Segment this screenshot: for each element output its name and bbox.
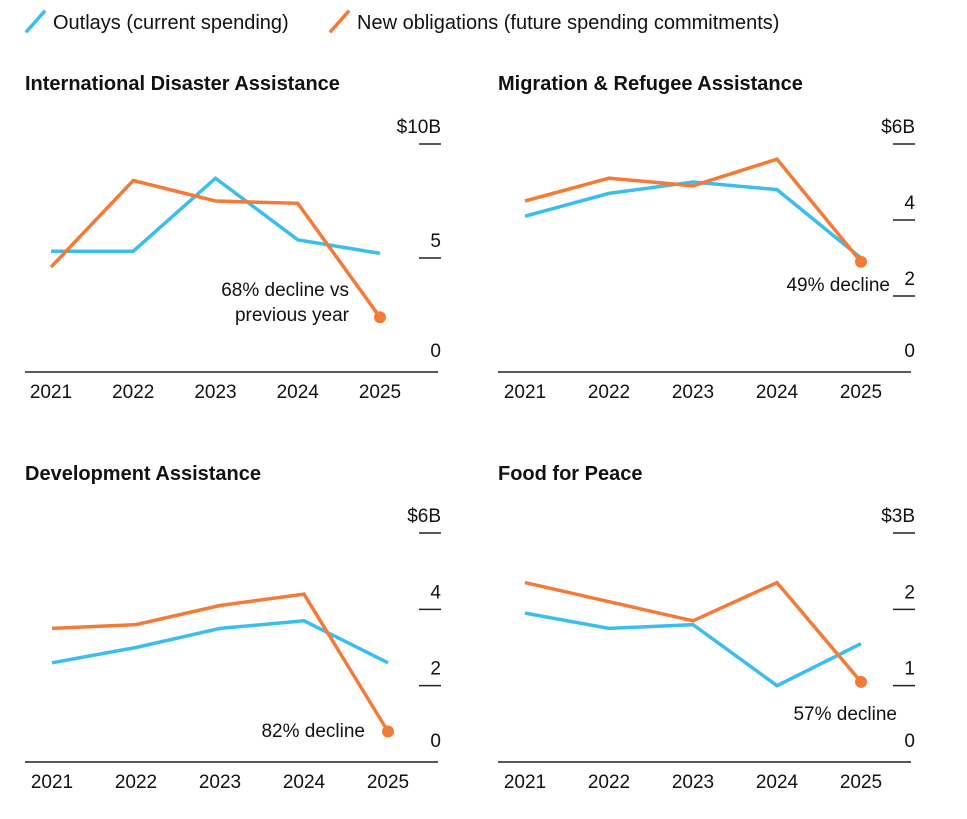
- x-tick-label: 2023: [672, 382, 714, 403]
- y-tick-label: 5: [430, 231, 441, 252]
- panel-title: Development Assistance: [25, 463, 261, 485]
- y-tick-label: 0: [904, 731, 915, 752]
- endpoint-marker: [855, 675, 867, 688]
- y-tick-label: 2: [904, 582, 915, 603]
- panel-food-for-peace: Food for Peace 0 1 2 $3B 2021 2022 2023 2024 2025…: [498, 463, 915, 793]
- legend-swatch-new-obligations: [328, 9, 351, 34]
- y-tick-label: 0: [430, 731, 441, 752]
- x-tick-label: 2023: [199, 772, 241, 793]
- y-tick-label: $3B: [881, 506, 915, 527]
- decline-annotation: 57% decline: [793, 704, 897, 725]
- series-line-new-obligations: [49, 178, 382, 319]
- x-tick-label: 2024: [756, 772, 799, 793]
- x-tick-label: 2021: [31, 772, 73, 793]
- x-tick-label: 2025: [367, 772, 409, 793]
- legend-label-outlays: Outlays (current spending): [53, 12, 289, 34]
- x-tick-label: 2024: [756, 382, 799, 403]
- legend-item-new-obligations: New obligations (future spending commitm…: [328, 9, 779, 34]
- x-tick-label: 2025: [359, 382, 401, 403]
- decline-annotation: 49% decline: [786, 275, 890, 296]
- annotation-line: 49% decline: [786, 275, 890, 296]
- chart-panels: International Disaster Assistance 0 5 $10B 2…: [25, 73, 915, 793]
- x-tick-label: 2021: [30, 382, 72, 403]
- x-tick-label: 2025: [840, 772, 882, 793]
- series-line-outlays: [524, 180, 863, 260]
- y-tick-label: 1: [904, 659, 915, 680]
- x-tick-label: 2021: [504, 772, 546, 793]
- x-tick-label: 2022: [115, 772, 157, 793]
- y-tick-label: 0: [904, 341, 915, 362]
- panel-migration-refugee-assistance: Migration & Refugee Assistance 0 2 4 $6B 2021…: [498, 73, 915, 403]
- series-line-new-obligations: [524, 157, 863, 263]
- annotation-line: 82% decline: [261, 721, 365, 742]
- panel-title: International Disaster Assistance: [25, 73, 340, 95]
- y-tick-label: 4: [430, 582, 441, 603]
- x-tick-label: 2023: [672, 772, 714, 793]
- y-tick-label: 4: [904, 193, 915, 214]
- x-tick-label: 2024: [277, 382, 320, 403]
- series-line-new-obligations: [524, 580, 863, 684]
- x-tick-label: 2021: [504, 382, 546, 403]
- legend-label-new-obligations: New obligations (future spending commitm…: [357, 12, 779, 34]
- panel-development-assistance: Development Assistance 0 2 4 $6B 2021 2022 2023…: [25, 463, 441, 793]
- y-tick-label: $6B: [407, 506, 441, 527]
- panel-title: Migration & Refugee Assistance: [498, 73, 803, 95]
- series-line-outlays: [51, 619, 389, 665]
- decline-annotation: 68% decline vs previous year: [221, 280, 349, 326]
- annotation-line: 57% decline: [793, 704, 897, 725]
- series-line-outlays: [51, 175, 381, 256]
- x-tick-label: 2022: [112, 382, 154, 403]
- x-tick-label: 2022: [588, 382, 630, 403]
- endpoint-marker: [374, 311, 386, 324]
- endpoint-marker: [382, 725, 394, 738]
- y-tick-label: 0: [430, 341, 441, 362]
- legend-item-outlays: Outlays (current spending): [24, 9, 289, 34]
- endpoint-marker: [855, 255, 867, 268]
- legend-swatch-outlays: [24, 9, 47, 34]
- annotation-line: 68% decline vs: [221, 280, 349, 301]
- y-tick-label: $6B: [881, 117, 915, 138]
- legend: Outlays (current spending) New obligatio…: [24, 9, 779, 34]
- panel-international-disaster-assistance: International Disaster Assistance 0 5 $10B 2…: [25, 73, 441, 403]
- annotation-line: previous year: [235, 305, 350, 326]
- x-tick-label: 2024: [283, 772, 326, 793]
- x-tick-label: 2025: [840, 382, 882, 403]
- y-tick-label: $10B: [397, 117, 441, 138]
- panel-title: Food for Peace: [498, 463, 642, 485]
- x-tick-label: 2023: [194, 382, 236, 403]
- y-tick-label: 2: [904, 269, 915, 290]
- x-tick-label: 2022: [588, 772, 630, 793]
- series-line-outlays: [524, 611, 862, 688]
- y-tick-label: 2: [430, 659, 441, 680]
- series-line-new-obligations: [51, 592, 390, 733]
- decline-annotation: 82% decline: [261, 721, 365, 742]
